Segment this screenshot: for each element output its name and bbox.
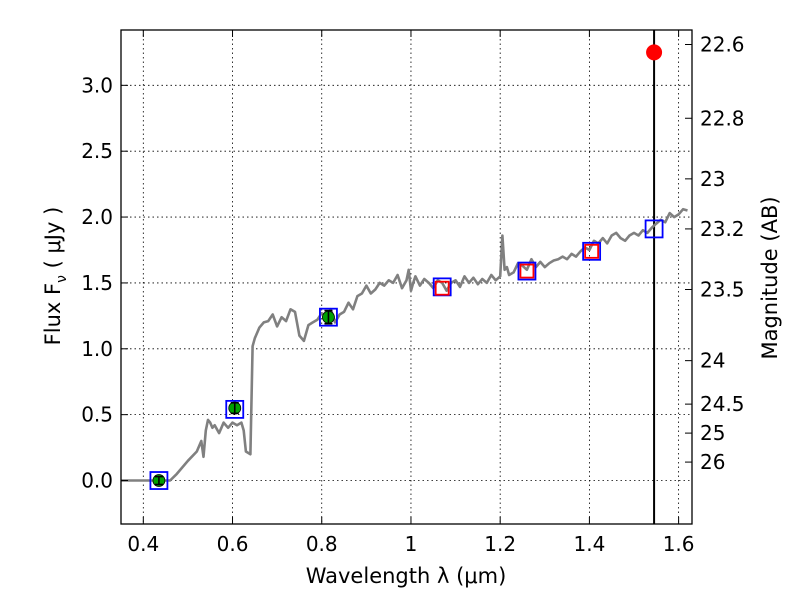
y-axis-label: Flux Fν ( μJy ) — [41, 207, 70, 346]
y-axis-label-main: Flux F — [41, 283, 65, 345]
model-photometry-square — [644, 219, 664, 239]
y-axis-label-subscript: ν — [54, 275, 70, 283]
x-tick-label: 1 — [405, 532, 418, 556]
grid-layer — [121, 30, 692, 524]
model-photometry-square — [582, 241, 602, 261]
tick-layer: 0.4 0.6 0.8 1 1.2 1.4 1.6 0.0 0.5 1.0 1.5 2.0 2.5 3.0… — [81, 30, 745, 556]
x-tick-label: 1.4 — [573, 532, 605, 556]
x-tick-label: 0.4 — [127, 532, 159, 556]
right-tick-label: 23.5 — [700, 278, 745, 302]
y-tick-label: 1.0 — [81, 337, 113, 361]
right-tick-label: 23.2 — [700, 217, 745, 241]
model-photometry-square — [225, 399, 245, 419]
x-tick-label: 1.6 — [663, 532, 695, 556]
right-tick-label: 22.8 — [700, 106, 745, 130]
y-tick-label: 0.5 — [81, 403, 113, 427]
x-axis-label: Wavelength λ (μm) — [306, 564, 507, 588]
x-tick-label: 0.6 — [217, 532, 249, 556]
y-axis-label-unit: ( μJy ) — [41, 207, 65, 275]
right-tick-label: 22.6 — [700, 32, 745, 56]
x-tick-label: 0.8 — [306, 532, 338, 556]
x-tick-label: 1.2 — [484, 532, 516, 556]
red-photometry-square — [584, 243, 600, 259]
plot-frame — [120, 29, 693, 525]
spectrum-line — [121, 207, 688, 482]
data-layer — [121, 30, 688, 524]
y-tick-label: 1.5 — [81, 271, 113, 295]
right-tick-label: 24 — [700, 349, 725, 373]
right-tick-label: 24.5 — [700, 392, 745, 416]
right-tick-label: 23 — [700, 167, 725, 191]
red-photometry-square — [434, 280, 450, 296]
y-tick-label: 2.0 — [81, 205, 113, 229]
model-photometry-square — [149, 471, 169, 490]
right-axis-label: Magnitude (AB) — [758, 196, 782, 359]
model-photometry-square — [319, 307, 338, 327]
right-tick-label: 25 — [700, 421, 725, 445]
highlighted-point — [646, 44, 663, 61]
model-photometry-square — [517, 261, 537, 281]
y-tick-label: 3.0 — [81, 73, 113, 97]
right-tick-label: 26 — [700, 450, 725, 474]
y-tick-label: 2.5 — [81, 139, 113, 163]
red-photometry-square — [519, 263, 535, 279]
y-tick-label: 0.0 — [81, 469, 113, 493]
